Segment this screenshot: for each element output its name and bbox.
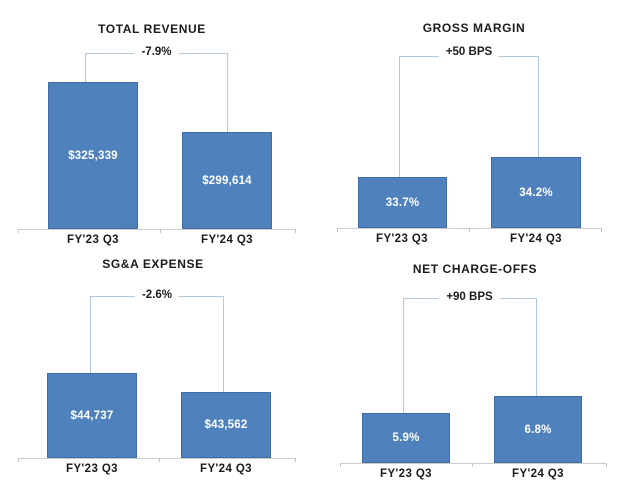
- change-bracket-line: [399, 56, 400, 177]
- bar-fy23: $44,737: [47, 373, 137, 458]
- axis-tick: [340, 463, 341, 467]
- change-bracket-line: [227, 53, 228, 132]
- chart-title: SG&A EXPENSE: [102, 257, 204, 271]
- bar-value-label: $44,737: [70, 409, 114, 422]
- axis-tick: [337, 228, 338, 232]
- change-label-text: -2.6%: [134, 289, 180, 301]
- change-bracket-line: [403, 298, 404, 413]
- bar-value-label: 6.8%: [524, 423, 552, 436]
- x-axis-label: FY'24 Q3: [512, 468, 564, 480]
- change-label-text: +50 BPS: [438, 46, 500, 58]
- bar-value-label: $299,614: [202, 174, 252, 187]
- bar-value-label: $325,339: [68, 149, 118, 162]
- bar-value-label: $43,562: [204, 419, 248, 431]
- change-label-text: -7.9%: [134, 46, 179, 58]
- axis-tick: [472, 463, 473, 467]
- chart-title: NET CHARGE-OFFS: [412, 262, 538, 276]
- change-label-text: +90 BPS: [439, 291, 500, 303]
- axis-tick: [469, 228, 470, 232]
- axis-tick: [18, 229, 19, 233]
- bar-fy23: 5.9%: [362, 413, 450, 463]
- change-bracket-line: [538, 56, 539, 157]
- change-label: -7.9%: [85, 46, 228, 59]
- bar-value-label: 33.7%: [385, 196, 420, 209]
- bar-fy24: $43,562: [181, 392, 271, 458]
- bar-value-label: 5.9%: [392, 432, 420, 444]
- x-axis-baseline: [340, 463, 607, 467]
- change-bracket-line: [536, 298, 537, 396]
- change-label: +90 BPS: [403, 291, 536, 304]
- axis-tick: [159, 458, 160, 462]
- axis-tick: [295, 229, 296, 233]
- axis-tick: [295, 458, 296, 462]
- change-label: -2.6%: [90, 289, 224, 302]
- x-axis-baseline: [337, 228, 602, 232]
- x-axis-label: FY'24 Q3: [200, 463, 252, 475]
- change-bracket-line: [223, 296, 224, 392]
- x-axis-baseline: [18, 229, 296, 233]
- bar-value-label: 34.2%: [519, 186, 553, 199]
- bar-fy24: 34.2%: [491, 157, 581, 228]
- x-axis-label: FY'23 Q3: [67, 234, 119, 246]
- x-axis-label: FY'24 Q3: [201, 234, 253, 246]
- bar-fy24: $299,614: [182, 132, 272, 229]
- x-axis-baseline: [18, 458, 296, 462]
- change-bracket-line: [85, 53, 86, 82]
- x-axis-label: FY'23 Q3: [66, 463, 118, 475]
- x-axis-label: FY'23 Q3: [376, 233, 428, 245]
- chart-title: TOTAL REVENUE: [98, 22, 206, 36]
- change-label: +50 BPS: [399, 46, 539, 59]
- bar-fy23: $325,339: [48, 82, 138, 229]
- axis-tick: [160, 229, 161, 233]
- x-axis-label: FY'24 Q3: [510, 233, 562, 245]
- axis-tick: [601, 228, 602, 232]
- bar-fy24: 6.8%: [494, 396, 582, 463]
- chart-title: GROSS MARGIN: [422, 21, 526, 35]
- bar-fy23: 33.7%: [358, 177, 447, 228]
- change-bracket-line: [90, 296, 91, 373]
- axis-tick: [18, 458, 19, 462]
- x-axis-label: FY'23 Q3: [380, 468, 432, 480]
- axis-tick: [606, 463, 607, 467]
